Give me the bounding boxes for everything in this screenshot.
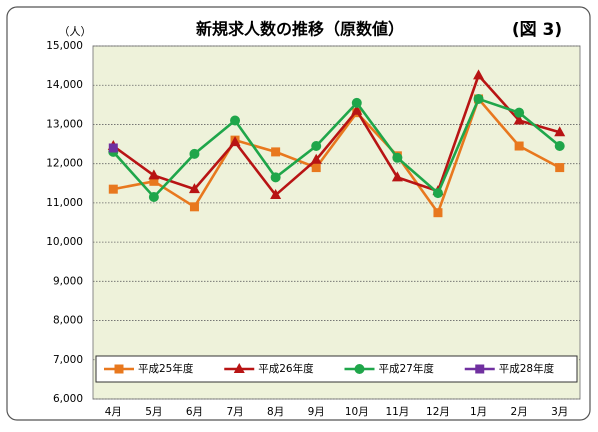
marker	[108, 184, 118, 194]
x-tick-label: 4月	[105, 406, 122, 418]
legend-marker	[475, 364, 485, 374]
legend-label: 平成28年度	[499, 362, 555, 375]
marker	[270, 189, 282, 200]
marker	[392, 152, 403, 163]
chart-title: 新規求人数の推移（原数値）	[196, 20, 404, 39]
marker	[513, 114, 525, 125]
marker	[148, 192, 159, 203]
marker	[271, 147, 281, 157]
marker	[189, 148, 200, 159]
series-line	[113, 96, 561, 216]
marker	[311, 163, 321, 173]
y-tick-label: 14,000	[46, 79, 83, 91]
marker	[351, 97, 362, 108]
y-tick-label: 7,000	[53, 354, 83, 366]
legend-label: 平成26年度	[258, 362, 314, 375]
marker	[554, 126, 566, 137]
marker	[311, 141, 322, 152]
y-tick-label: 11,000	[46, 197, 83, 209]
y-tick-label: 8,000	[53, 315, 83, 327]
x-tick-label: 10月	[345, 406, 369, 418]
x-tick-label: 8月	[267, 406, 284, 418]
marker	[108, 143, 118, 153]
marker	[230, 115, 241, 126]
marker	[148, 169, 160, 180]
y-tick-label: 9,000	[53, 275, 83, 287]
y-tick-label: 6,000	[53, 393, 83, 405]
x-tick-label: 12月	[426, 406, 450, 418]
x-tick-label: 11月	[385, 406, 409, 418]
y-tick-label: 12,000	[46, 158, 83, 170]
marker	[473, 69, 485, 80]
legend-label: 平成25年度	[138, 362, 194, 375]
marker	[149, 176, 159, 186]
marker	[514, 107, 525, 118]
marker	[554, 141, 565, 152]
plot-area	[92, 45, 581, 400]
x-tick-label: 9月	[308, 406, 325, 418]
marker	[514, 141, 524, 151]
marker	[473, 93, 484, 104]
x-tick-label: 5月	[145, 406, 162, 418]
legend-marker	[114, 364, 124, 374]
marker	[188, 183, 200, 194]
marker	[189, 202, 199, 212]
legend-box	[95, 355, 578, 383]
marker	[310, 153, 322, 164]
figure-label: (図 3)	[512, 20, 562, 40]
y-tick-label: 10,000	[46, 236, 83, 248]
x-tick-label: 1月	[470, 406, 487, 418]
x-tick-label: 2月	[511, 406, 528, 418]
series-line	[112, 72, 561, 197]
marker	[432, 188, 443, 199]
y-tick-label: 13,000	[46, 118, 83, 130]
y-unit: （人）	[59, 25, 92, 38]
marker	[391, 171, 403, 182]
legend-marker	[354, 364, 365, 374]
marker	[351, 104, 363, 115]
marker	[270, 172, 281, 183]
marker	[555, 163, 565, 173]
legend-marker	[233, 363, 245, 373]
x-tick-label: 6月	[186, 406, 203, 418]
x-tick-label: 7月	[226, 406, 243, 418]
y-tick-label: 15,000	[46, 40, 83, 52]
series-line	[112, 97, 561, 199]
marker	[433, 208, 443, 218]
marker	[229, 136, 241, 147]
legend-label: 平成27年度	[379, 362, 435, 375]
x-tick-label: 3月	[551, 406, 568, 418]
